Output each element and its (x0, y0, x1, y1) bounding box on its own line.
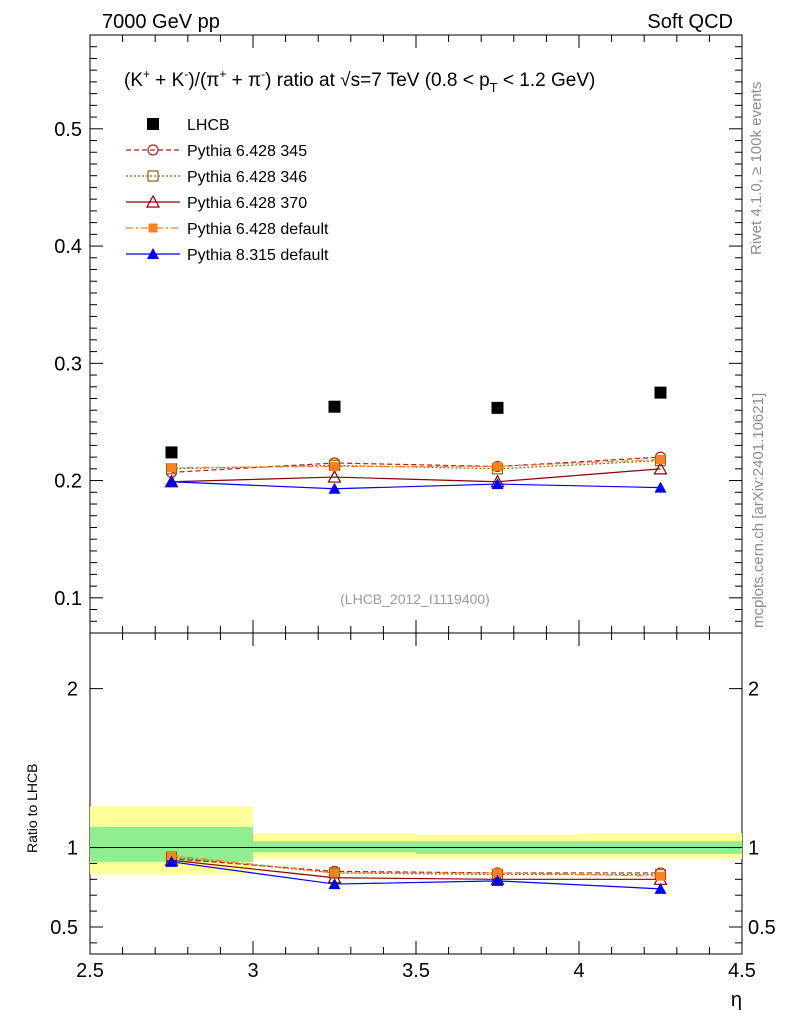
ratio-series-pythia-6-428-default (167, 850, 665, 881)
legend-entry-pythia-6-428-345: Pythia 6.428 345 (126, 143, 307, 160)
ratio-data-point (328, 878, 341, 890)
ratio-data-point (330, 868, 339, 878)
ratio-series-line (171, 861, 661, 890)
data-point (167, 463, 176, 473)
legend-label: Pythia 6.428 default (187, 221, 329, 238)
series-line (171, 468, 661, 483)
data-point (330, 461, 339, 471)
legend-label: Pythia 6.428 370 (187, 195, 307, 212)
main-ytick-label: 0.2 (54, 471, 82, 493)
legend-entry-pythia-8-315-default: Pythia 8.315 default (126, 247, 329, 264)
legend-entry-lhcb: LHCB (147, 117, 230, 134)
main-ytick-label: 0.3 (54, 353, 82, 375)
legend-label: Pythia 8.315 default (187, 247, 329, 264)
ratio-band-inner (253, 841, 416, 853)
data-point (654, 481, 667, 493)
mcplots-label: mcplots.cern.ch [arXiv:2401.10621] (750, 393, 767, 628)
xtick-label: 4 (573, 960, 584, 982)
data-point (491, 401, 504, 414)
data-point (328, 400, 341, 413)
xtick-label: 2.5 (76, 960, 104, 982)
legend: LHCB Pythia 6.428 345 Pythia 6.428 346 Pyth… (126, 117, 329, 264)
series-lhcb (165, 386, 667, 459)
legend-marker (147, 248, 159, 259)
legend-entry-pythia-6-428-370: Pythia 6.428 370 (126, 194, 307, 212)
main-axis-ticks: 0.1 0.2 0.3 0.4 0.5 (54, 35, 743, 633)
ratio-ytick-label-right: 2 (748, 679, 759, 701)
ratio-data-point (491, 874, 504, 886)
ratio-data-point (167, 850, 176, 860)
ratio-plot-frame (89, 632, 743, 955)
data-point (656, 454, 665, 464)
ratio-data-point (656, 871, 665, 881)
ratio-series-group (164, 850, 668, 894)
ratio-data-point (165, 855, 178, 867)
legend-entry-pythia-6-428-default: Pythia 6.428 default (126, 221, 329, 238)
data-point (493, 461, 502, 471)
ratio-ytick-label-right: 0.5 (748, 917, 776, 939)
data-point (327, 469, 342, 483)
series-line (171, 458, 661, 469)
data-point (491, 478, 504, 490)
header-right: Soft QCD (647, 11, 733, 33)
main-ytick-label: 0.5 (54, 119, 82, 141)
ratio-data-point (654, 882, 667, 894)
xtick-label: 4.5 (728, 960, 756, 982)
data-point (328, 482, 341, 494)
legend-marker (147, 118, 159, 130)
series-pythia-8-315-default (165, 475, 667, 494)
xtick-label: 3 (247, 960, 258, 982)
series-line (171, 481, 661, 490)
legend-marker (145, 194, 161, 208)
legend-marker (147, 170, 159, 182)
data-point (165, 446, 178, 459)
header-left: 7000 GeV pp (102, 11, 220, 33)
ratio-series-pythia-8-315-default (165, 855, 667, 894)
main-series-group (164, 386, 668, 494)
xtick-label: 3.5 (402, 960, 430, 982)
series-pythia-6-428-default (167, 454, 665, 473)
legend-marker (148, 223, 158, 233)
ratio-ytick-label-right: 1 (748, 838, 759, 860)
data-point (653, 461, 668, 475)
ratio-ytick-label-left: 0.5 (50, 917, 78, 939)
data-point (165, 475, 178, 487)
series-line (171, 456, 661, 473)
ratio-ylabel: Ratio to LHCB (24, 764, 40, 853)
ratio-data-point (493, 868, 502, 878)
ratio-series-line (171, 854, 661, 877)
ratio-series-line (171, 859, 661, 880)
chart-title: (K+ + K-)/(π+ + π-) ratio at √s=7 TeV (0… (124, 67, 595, 95)
legend-marker (147, 144, 159, 156)
ratio-ytick-label-left: 1 (67, 838, 78, 860)
rivet-label: Rivet 4.1.0, ≥ 100k events (748, 82, 765, 255)
ratio-axis-ticks: 0.5 0.5 1 1 2 2 2.5 3 3.5 4 4.5 (50, 633, 776, 982)
legend-label: Pythia 6.428 345 (187, 143, 307, 160)
ratio-ytick-label-left: 2 (67, 679, 78, 701)
legend-label: Pythia 6.428 346 (187, 169, 307, 186)
main-ytick-label: 0.1 (54, 588, 82, 610)
analysis-watermark: (LHCB_2012_I1119400) (340, 591, 490, 607)
legend-label: LHCB (187, 117, 230, 134)
main-ytick-label: 0.4 (54, 236, 82, 258)
x-axis-label: η (731, 989, 742, 1011)
legend-entry-pythia-6-428-346: Pythia 6.428 346 (126, 169, 307, 186)
series-pythia-6-428-345 (165, 451, 667, 478)
data-point (654, 386, 667, 399)
